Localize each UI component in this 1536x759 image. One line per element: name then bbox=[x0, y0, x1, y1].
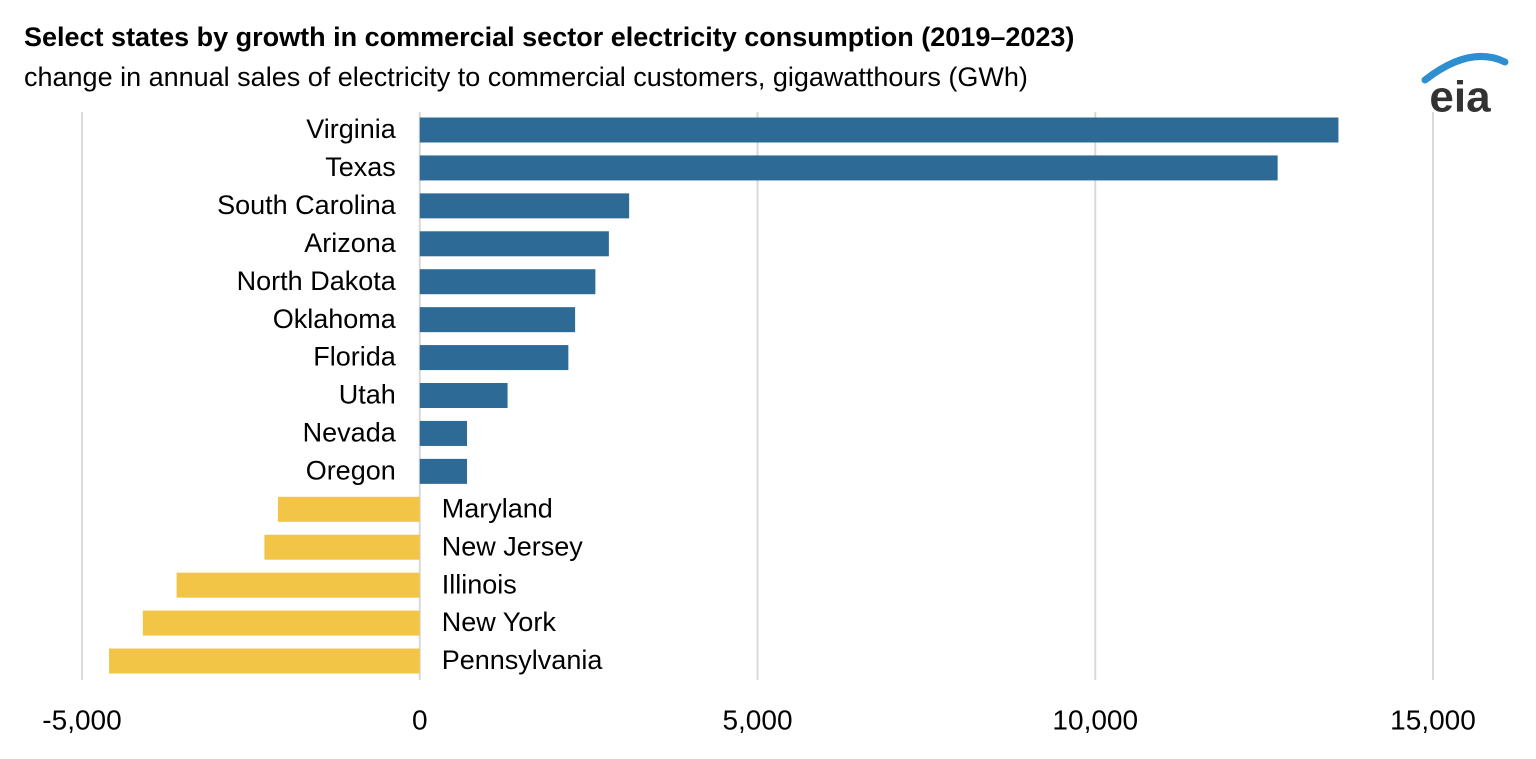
bar bbox=[419, 345, 569, 371]
category-label: Oklahoma bbox=[273, 304, 397, 334]
bar bbox=[277, 496, 420, 522]
bar bbox=[419, 193, 630, 219]
category-label: Maryland bbox=[442, 493, 553, 523]
category-label: Illinois bbox=[442, 569, 517, 599]
bar bbox=[419, 458, 468, 484]
bar bbox=[264, 534, 420, 560]
category-label: Pennsylvania bbox=[442, 645, 604, 675]
category-label: Texas bbox=[325, 152, 396, 182]
bar bbox=[419, 307, 576, 333]
bar bbox=[419, 155, 1278, 181]
bar bbox=[142, 610, 420, 636]
category-label: New York bbox=[442, 607, 557, 637]
category-label: Utah bbox=[339, 380, 396, 410]
chart-title: Select states by growth in commercial se… bbox=[24, 22, 1074, 52]
bar bbox=[419, 231, 609, 257]
category-label: Arizona bbox=[304, 228, 397, 258]
chart-subtitle: change in annual sales of electricity to… bbox=[24, 62, 1028, 92]
category-label: Oregon bbox=[306, 455, 396, 485]
x-tick-label: 15,000 bbox=[1390, 704, 1476, 735]
bar bbox=[419, 117, 1339, 143]
logo: eia bbox=[1429, 73, 1491, 122]
category-label: Virginia bbox=[306, 114, 397, 144]
x-tick-label: 5,000 bbox=[722, 704, 792, 735]
category-label: North Dakota bbox=[237, 266, 397, 296]
bar bbox=[419, 269, 596, 295]
logo-swoosh bbox=[1421, 52, 1509, 84]
bar bbox=[176, 572, 420, 598]
x-tick-label: 10,000 bbox=[1052, 704, 1138, 735]
category-label: Florida bbox=[313, 342, 397, 372]
category-label: Nevada bbox=[303, 418, 397, 448]
bar bbox=[109, 648, 420, 674]
bar bbox=[419, 383, 508, 409]
x-tick-label: -5,000 bbox=[42, 704, 121, 735]
category-label: South Carolina bbox=[217, 190, 397, 220]
category-label: New Jersey bbox=[442, 531, 584, 561]
x-tick-label: 0 bbox=[412, 704, 428, 735]
bar bbox=[419, 420, 468, 446]
